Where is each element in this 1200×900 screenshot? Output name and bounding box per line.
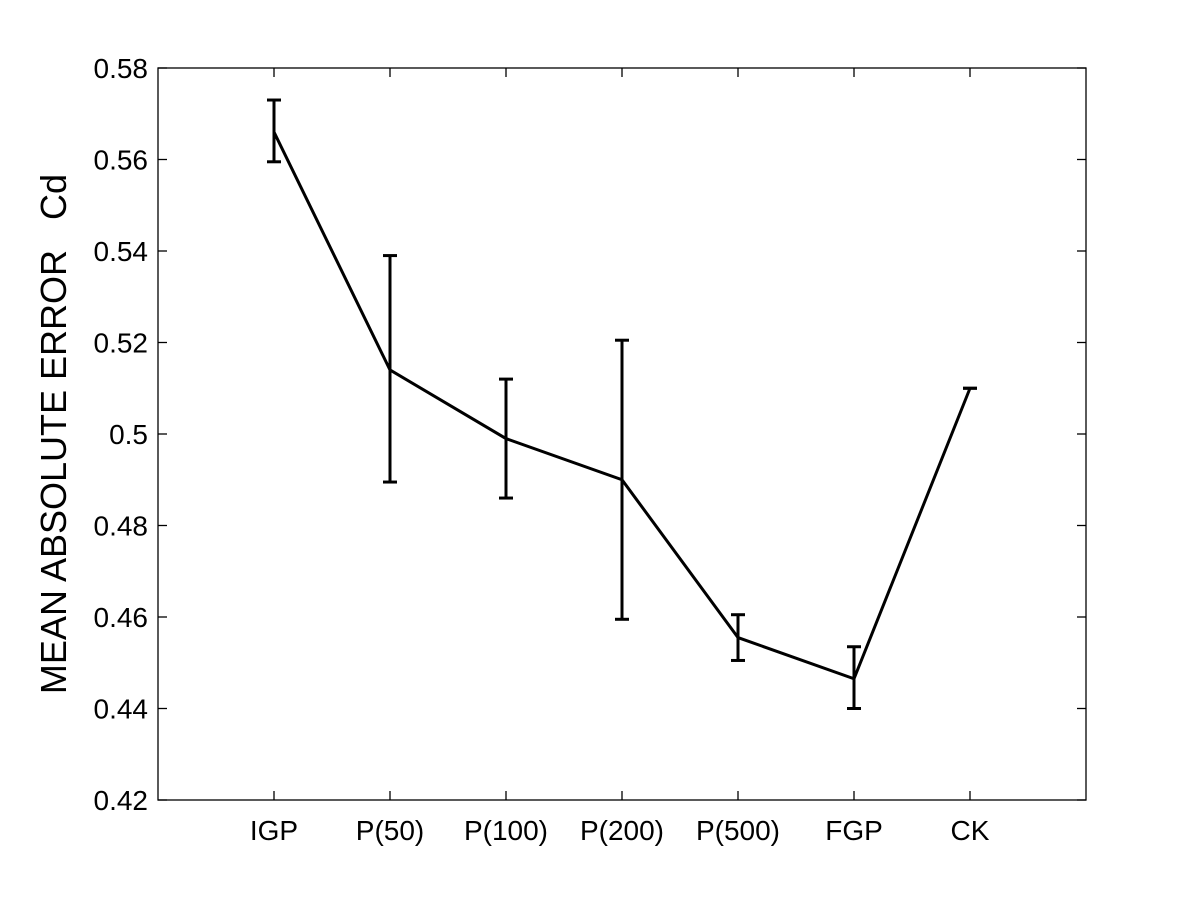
y-axis: 0.42 0.44 0.46 0.48 0.5 0.52 0.54 0.56 0.58	[94, 53, 1086, 816]
x-tick-label: FGP	[825, 815, 883, 846]
x-tick-label: CK	[951, 815, 990, 846]
series-line	[272, 131, 972, 681]
x-tick-label: P(100)	[464, 815, 548, 846]
y-tick-label: 0.48	[94, 511, 149, 542]
y-axis-label: MEAN ABSOLUTE ERROR Cd	[33, 174, 74, 694]
x-tick-label: IGP	[250, 815, 298, 846]
y-tick-label: 0.46	[94, 602, 149, 633]
y-tick-label: 0.44	[94, 694, 149, 725]
y-tick-label: 0.54	[94, 236, 149, 267]
x-tick-label: P(50)	[356, 815, 424, 846]
x-tick-label: P(200)	[580, 815, 664, 846]
y-tick-label: 0.56	[94, 145, 149, 176]
y-tick-label: 0.42	[94, 785, 149, 816]
x-axis: IGP P(50) P(100) P(200) P(500) FGP CK	[250, 68, 990, 846]
y-tick-label: 0.5	[109, 419, 148, 450]
y-tick-label: 0.52	[94, 328, 149, 359]
y-tick-label: 0.58	[94, 53, 149, 84]
x-tick-label: P(500)	[696, 815, 780, 846]
